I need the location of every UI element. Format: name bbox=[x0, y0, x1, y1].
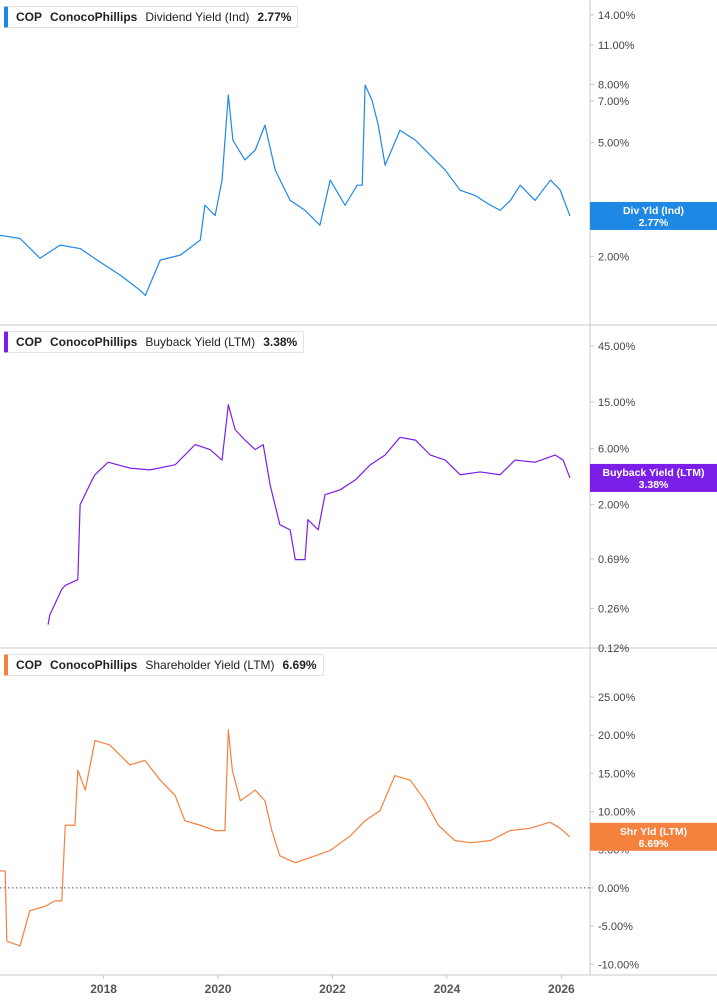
legend-series-name: Shareholder Yield (LTM) bbox=[145, 658, 275, 672]
last-value-label: 2.77% bbox=[639, 217, 669, 229]
series-line bbox=[0, 84, 571, 296]
y-tick-label: 10.00% bbox=[598, 807, 636, 819]
legend-value: 2.77% bbox=[257, 10, 292, 24]
y-tick-label: 45.00% bbox=[598, 341, 636, 353]
y-tick-label: 0.12% bbox=[598, 643, 629, 655]
last-value-box bbox=[590, 463, 717, 492]
legend-series-name: Buyback Yield (LTM) bbox=[145, 335, 256, 349]
x-tick-label: 2022 bbox=[319, 982, 346, 996]
company: ConocoPhillips bbox=[50, 658, 138, 672]
last-value-name: Buyback Yield (LTM) bbox=[603, 467, 705, 479]
x-tick-label: 2026 bbox=[548, 982, 575, 996]
company: ConocoPhillips bbox=[50, 10, 138, 24]
y-tick-label: 6.00% bbox=[598, 444, 629, 456]
y-tick-label: 15.00% bbox=[598, 397, 636, 409]
last-value-box bbox=[590, 822, 717, 851]
y-tick-label: 0.26% bbox=[598, 604, 629, 616]
legend-value: 6.69% bbox=[282, 658, 317, 672]
ticker: COP bbox=[16, 658, 43, 672]
last-value-name: Shr Yld (LTM) bbox=[620, 826, 687, 838]
x-tick-label: 2024 bbox=[434, 982, 461, 996]
y-tick-label: 8.00% bbox=[598, 79, 629, 91]
x-tick-label: 2018 bbox=[90, 982, 117, 996]
y-tick-label: 25.00% bbox=[598, 692, 636, 704]
legend: COP ConocoPhillips Shareholder Yield (LTM)… bbox=[4, 654, 324, 676]
legend-value: 3.38% bbox=[263, 335, 298, 349]
series-line bbox=[47, 404, 571, 625]
legend: COP ConocoPhillips Dividend Yield (Ind) 2.7… bbox=[4, 6, 299, 28]
y-tick-label: 7.00% bbox=[598, 96, 629, 108]
y-tick-label: 15.00% bbox=[598, 768, 636, 780]
last-value-box bbox=[590, 201, 717, 230]
ticker: COP bbox=[16, 335, 43, 349]
y-tick-label: -5.00% bbox=[598, 921, 633, 933]
company: ConocoPhillips bbox=[50, 335, 138, 349]
last-value-label: 6.69% bbox=[639, 838, 669, 850]
y-tick-label: 11.00% bbox=[598, 40, 635, 52]
y-tick-label: 20.00% bbox=[598, 730, 636, 742]
ticker: COP bbox=[16, 10, 43, 24]
series-line bbox=[0, 729, 571, 947]
y-tick-label: 2.00% bbox=[598, 500, 629, 512]
y-tick-label: -10.00% bbox=[598, 959, 639, 971]
legend-series-name: Dividend Yield (Ind) bbox=[145, 10, 250, 24]
last-value-name: Div Yld (Ind) bbox=[623, 205, 684, 217]
y-tick-label: 2.00% bbox=[598, 251, 629, 263]
legend: COP ConocoPhillips Buyback Yield (LTM) 3.38… bbox=[4, 331, 305, 353]
y-tick-label: 0.69% bbox=[598, 554, 629, 566]
y-tick-label: 14.00% bbox=[598, 10, 636, 22]
y-tick-label: 5.00% bbox=[598, 138, 629, 150]
y-tick-label: 0.00% bbox=[598, 883, 629, 895]
x-tick-label: 2020 bbox=[205, 982, 232, 996]
last-value-label: 3.38% bbox=[639, 479, 669, 491]
